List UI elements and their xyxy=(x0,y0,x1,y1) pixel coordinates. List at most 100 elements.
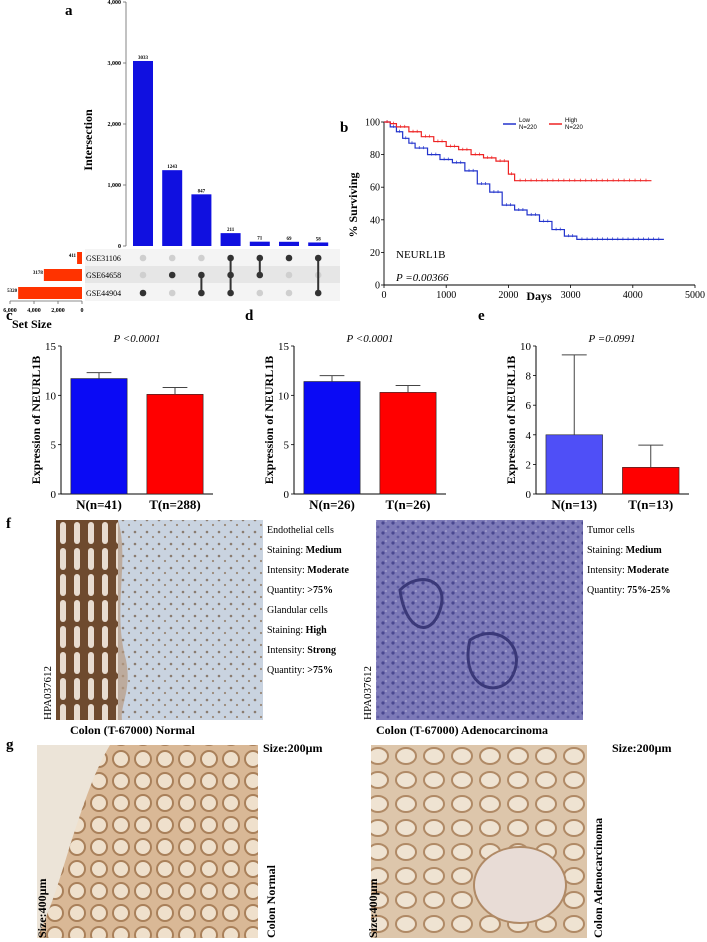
g-left-size-top: Size:200μm xyxy=(263,741,322,755)
matrix-dot-off xyxy=(256,289,264,297)
upset-bar-label: 1243 xyxy=(167,165,178,170)
km-xtick-label: 3000 xyxy=(561,290,581,301)
upset-bars: 3033 1243 847 211 71 69 58 xyxy=(133,56,329,246)
bar-category-label: T(n=13) xyxy=(628,497,673,512)
km-curve-high xyxy=(384,121,652,182)
bar-category-label: N(n=41) xyxy=(76,497,122,512)
ihc-annotation-line: Quantity: 75%-25% xyxy=(587,585,671,596)
set-size-tick-label: 4,000 xyxy=(27,308,41,314)
set-size-tick-label: 0 xyxy=(81,308,84,314)
bar-category-label: T(n=26) xyxy=(386,497,431,512)
km-ytick-label: 20 xyxy=(370,248,380,259)
ihc-annotation-line: Intensity: Moderate xyxy=(587,565,669,576)
ihc-right-annotation: Tumor cells Staining: Medium Intensity: Mo… xyxy=(587,525,671,596)
ihc-right-image xyxy=(376,520,583,720)
set-size-value: 411 xyxy=(69,254,77,259)
set-size-value: 3178 xyxy=(33,271,44,276)
bar-chart-d: 0 5 10 15 N(n=26) T(n=26) P <0.0001 Expression … xyxy=(262,333,446,512)
upset-bar xyxy=(162,170,183,246)
ihc-normal-crypts xyxy=(56,520,118,720)
set-name: GSE64658 xyxy=(86,271,121,280)
bar-ytick-label: 15 xyxy=(278,341,290,353)
bar-ytick-label: 0 xyxy=(51,489,57,501)
ihc-annotation-line: Quantity: >75% xyxy=(267,585,333,596)
matrix-dot-on xyxy=(285,254,293,262)
upset-bar-label: 71 xyxy=(257,237,263,242)
km-pvalue: P =0.00366 xyxy=(395,272,449,284)
bar-ytick-label: 10 xyxy=(45,390,57,402)
upset-bar-label: 58 xyxy=(316,237,322,242)
bar-ytick-label: 2 xyxy=(526,459,532,471)
upset-ytick-label: 4,000 xyxy=(108,0,122,6)
upset-ytick-label: 3,000 xyxy=(108,61,122,67)
km-legend: Low N=220 High N=220 xyxy=(503,118,584,131)
ihc-annotation-line: Quantity: >75% xyxy=(267,665,333,676)
upset-plot: Intersection 0 1,000 2,000 3,000 4,000 3033 1… xyxy=(3,0,340,331)
panel-letter-d: d xyxy=(245,308,254,324)
km-xtick-label: 1000 xyxy=(436,290,456,301)
upset-ytick-label: 0 xyxy=(118,244,121,250)
ihc-tumor-gland-1 xyxy=(398,578,444,629)
ihc-annotation-line: Tumor cells xyxy=(587,525,635,536)
km-curves xyxy=(384,120,664,241)
bar-chart-c: 0 5 10 15 N(n=41) T(n=288) P <0.0001 Expression… xyxy=(29,333,213,512)
legend-low-name: Low xyxy=(519,118,531,124)
legend-low-n: N=220 xyxy=(519,125,538,131)
ihc-right-antibody: HPA037612 xyxy=(362,666,374,720)
upset-bar-label: 211 xyxy=(227,228,235,233)
ihc-normal-border xyxy=(118,520,128,720)
ihc-annotation-line: Intensity: Strong xyxy=(267,645,336,656)
ihc-annotation-line: Intensity: Moderate xyxy=(267,565,349,576)
bar-pvalue: P =0.0991 xyxy=(588,333,636,345)
ihc-annotation-line: Staining: Medium xyxy=(587,545,662,556)
upset-matrix xyxy=(139,254,322,297)
g-right-size-top: Size:200μm xyxy=(612,741,671,755)
km-xtick-label: 4000 xyxy=(623,290,643,301)
km-ytick-label: 60 xyxy=(370,183,380,194)
upset-bar-label: 847 xyxy=(198,189,206,194)
bar-ylabel: Expression of NEURL1B xyxy=(29,356,43,484)
upset-ytick-label: 2,000 xyxy=(108,122,122,128)
set-size-tick-label: 6,000 xyxy=(3,308,17,314)
bar-T(n=288) xyxy=(146,394,204,495)
g-left-image xyxy=(37,745,258,938)
upset-ytick-label: 1,000 xyxy=(108,183,122,189)
legend-high-n: N=220 xyxy=(565,125,584,131)
set-name: GSE44904 xyxy=(86,289,121,298)
matrix-stripe xyxy=(85,266,340,283)
ihc-annotation-line: Endothelial cells xyxy=(267,525,334,536)
matrix-dot-on xyxy=(139,289,147,297)
upset-bar-label: 3033 xyxy=(138,56,149,61)
bar-category-label: N(n=13) xyxy=(551,497,597,512)
g-tumor-cyst xyxy=(473,846,567,924)
g-right-image xyxy=(371,745,587,938)
km-xtick-label: 0 xyxy=(382,290,387,301)
legend-high-name: High xyxy=(565,118,577,124)
panel-letter-e: e xyxy=(478,308,485,324)
g-right-size-side: Size:400μm xyxy=(366,879,380,938)
upset-yticks: 0 1,000 2,000 3,000 4,000 xyxy=(108,0,126,250)
panel-letter-g: g xyxy=(6,737,14,753)
set-size-ticks: 6,000 4,000 2,000 0 xyxy=(3,301,84,314)
upset-bar-label: 69 xyxy=(287,237,293,242)
bar-ytick-label: 6 xyxy=(526,400,532,412)
km-ylabel: % Surviving xyxy=(346,172,360,237)
set-size-label: Set Size xyxy=(12,317,52,331)
set-size-bar xyxy=(18,287,82,299)
bar-ytick-label: 8 xyxy=(526,371,532,383)
g-right-label: Colon Adenocarcinoma xyxy=(591,818,605,938)
km-ytick-label: 40 xyxy=(370,215,380,226)
km-ytick-label: 0 xyxy=(375,281,380,292)
km-ytick-label: 100 xyxy=(365,118,380,129)
bar-N(n=13) xyxy=(545,434,603,495)
bar-category-label: N(n=26) xyxy=(309,497,355,512)
set-name: GSE31106 xyxy=(86,254,121,263)
set-size-bar xyxy=(77,252,82,264)
bar-ytick-label: 10 xyxy=(278,390,290,402)
bar-T(n=26) xyxy=(379,392,437,495)
bar-N(n=26) xyxy=(303,381,361,495)
set-size-value: 5320 xyxy=(7,289,18,294)
g-left-label: Colon Normal xyxy=(264,864,278,938)
ihc-right-caption: Colon (T-67000) Adenocarcinoma xyxy=(376,723,548,737)
